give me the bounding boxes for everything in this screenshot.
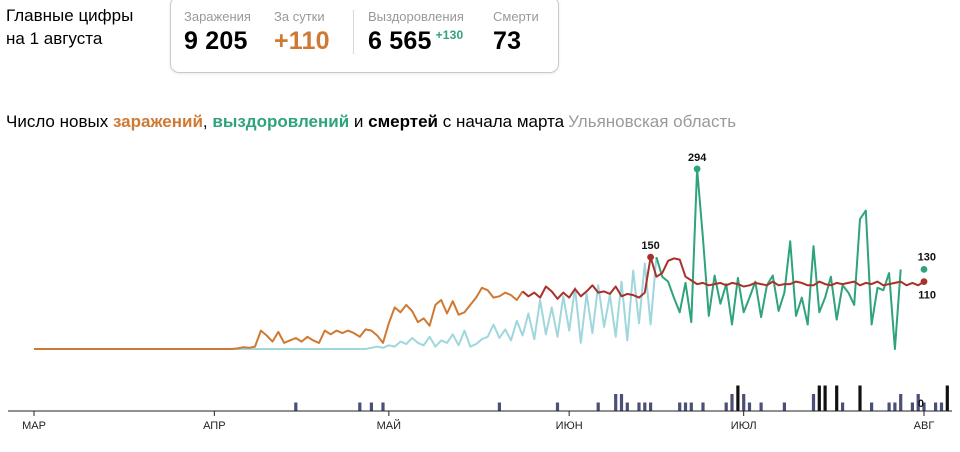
headline-line2: на 1 августа <box>6 29 103 48</box>
stat-deaths-value: 73 <box>493 27 522 55</box>
annotation-label: 110 <box>918 290 936 302</box>
death-bar <box>497 402 501 411</box>
death-bar <box>689 402 693 411</box>
death-bar <box>922 402 926 411</box>
x-tick-label: ИЮЛ <box>731 420 757 432</box>
infections-line-early <box>34 286 524 350</box>
x-tick-label: МАР <box>22 420 46 432</box>
stat-infections-value: 9 205 <box>184 27 248 55</box>
x-ticks: МАР АПР МАЙ ИЮН ИЮЛ АВГ <box>22 411 934 432</box>
chart-title-part2: с начала марта <box>438 112 565 131</box>
death-bar <box>817 385 821 411</box>
death-bar <box>811 394 816 411</box>
headline-line1: Главные цифры <box>6 6 134 25</box>
annotation-point <box>920 265 928 273</box>
annotation-point <box>693 165 701 173</box>
death-bar <box>916 394 920 411</box>
chart-title-sep1: , <box>202 112 213 131</box>
stat-deaths: Смерти 73 <box>493 9 539 56</box>
death-bar <box>841 402 845 411</box>
death-bar <box>823 385 827 411</box>
annotation-point <box>647 253 655 261</box>
death-bar <box>358 402 362 411</box>
stat-daily-value: +110 <box>274 27 330 55</box>
death-bar <box>934 402 938 411</box>
death-bar <box>730 394 734 411</box>
stat-infections: Заражения 9 205 <box>184 9 251 56</box>
deaths-layer <box>294 385 949 411</box>
infections-line-late <box>521 256 925 300</box>
stats-divider <box>353 10 354 54</box>
death-bar <box>939 402 944 411</box>
chart-title-sep2: и <box>349 112 369 131</box>
chart-title-deaths: смертей <box>368 112 439 131</box>
x-tick-label: ИЮН <box>556 420 583 432</box>
stat-recoveries-daily: +130 <box>435 28 464 42</box>
death-bar <box>742 394 746 411</box>
recoveries-line-late <box>655 167 902 350</box>
death-bar <box>643 402 647 411</box>
death-bar <box>596 402 600 411</box>
death-bar <box>369 402 373 411</box>
death-bar <box>683 402 688 411</box>
recoveries-line-early <box>34 257 658 350</box>
chart-title-recoveries: выздоровлений <box>212 112 350 131</box>
death-bar <box>835 385 839 411</box>
death-bar <box>782 402 786 411</box>
chart-title-infections: заражений <box>112 112 203 131</box>
x-tick-label: МАЙ <box>377 419 401 432</box>
death-bar <box>555 402 560 411</box>
x-tick-label: АВГ <box>914 420 935 432</box>
death-bar <box>945 385 949 411</box>
stat-recoveries-value: 6 565 <box>368 27 432 55</box>
annotation-label: 294 <box>688 152 707 164</box>
death-bar <box>619 394 624 411</box>
death-bar <box>893 402 897 411</box>
death-bar <box>759 402 763 411</box>
stat-recoveries-label: Выздоровления <box>368 9 464 24</box>
death-bar <box>910 402 914 411</box>
death-bar <box>649 402 653 411</box>
chart-title: Число новых заражений, выздоровлений и с… <box>6 112 736 132</box>
death-bar <box>678 402 682 411</box>
death-bar <box>637 402 641 411</box>
death-bar <box>381 402 385 411</box>
infections-layer <box>34 256 925 350</box>
chart-title-part1: Число новых <box>6 112 113 131</box>
annotation-label: 150 <box>641 240 659 252</box>
stat-daily: За сутки +110 <box>274 9 330 56</box>
death-bar <box>870 402 874 411</box>
stats-card: Заражения 9 205 За сутки +110 Выздоровле… <box>170 0 559 73</box>
recoveries-light-layer <box>34 257 658 350</box>
annotation-point <box>920 278 928 286</box>
stat-daily-label: За сутки <box>274 9 325 24</box>
chart-title-region: Ульяновская область <box>568 112 737 131</box>
death-bar <box>625 402 629 411</box>
stat-deaths-label: Смерти <box>493 9 539 24</box>
stat-recoveries: Выздоровления 6 565 +130 <box>368 9 464 56</box>
recoveries-layer <box>655 167 902 350</box>
stat-infections-label: Заражения <box>184 9 251 24</box>
death-bar <box>887 402 891 411</box>
annotation-label: 0 <box>918 398 924 410</box>
annotation-label: 130 <box>918 251 936 263</box>
death-bar <box>899 394 903 411</box>
x-tick-label: АПР <box>203 420 225 432</box>
death-bar <box>614 394 618 411</box>
death-bar <box>724 402 728 411</box>
headline: Главные цифры на 1 августа <box>6 4 166 50</box>
death-bar <box>294 402 298 411</box>
death-bar <box>858 385 862 411</box>
death-bar <box>747 402 752 411</box>
death-bar <box>701 402 705 411</box>
death-bar <box>736 385 740 411</box>
stat-recoveries-value-row: 6 565 +130 <box>368 27 464 56</box>
annotations: 150 294 130 110 0 <box>641 152 936 410</box>
